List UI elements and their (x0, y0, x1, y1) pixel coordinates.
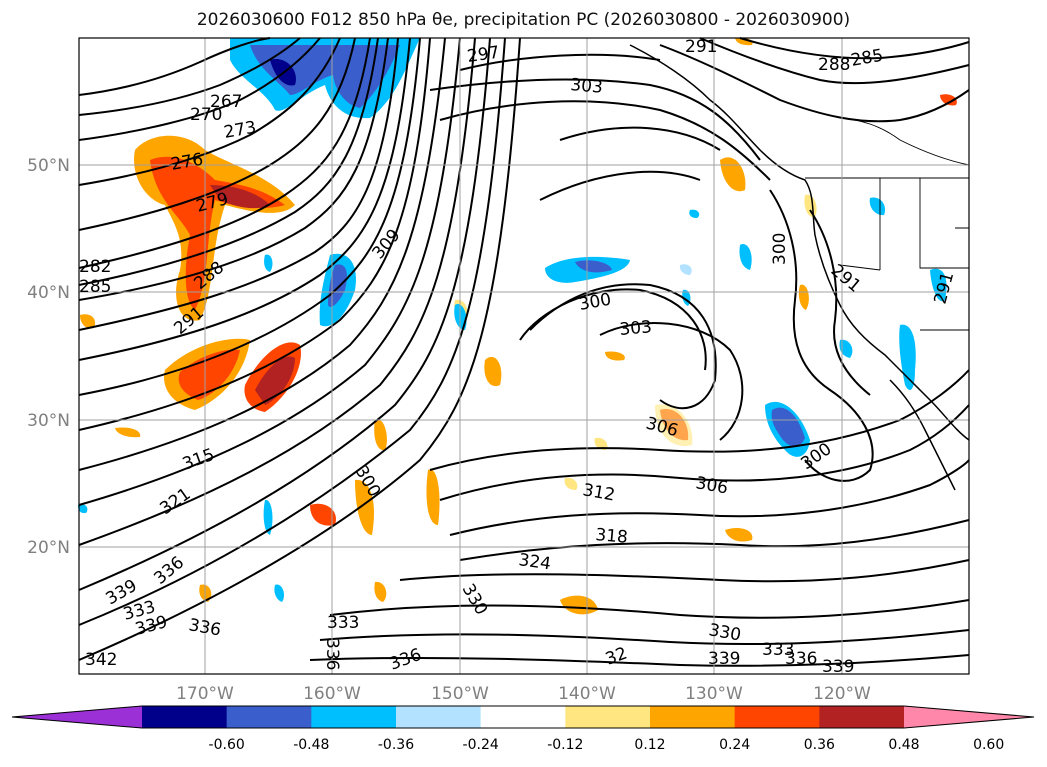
lon-label: 150°W (431, 684, 489, 704)
colorbar-extend-low (12, 706, 142, 728)
contour-label: 267 (210, 92, 242, 112)
contour-label: 291 (685, 37, 717, 57)
contour-label: 288 (818, 55, 850, 75)
contour-label: 297 (466, 43, 501, 67)
lat-label: 20°N (27, 538, 70, 558)
contour-label: 270 (190, 105, 222, 125)
colorbar-bin (734, 706, 820, 728)
lat-label: 30°N (27, 411, 70, 431)
graticule (79, 38, 969, 674)
colorbar-tick-labels: -0.60 -0.48 -0.36 -0.24 -0.12 0.12 0.24 … (209, 737, 1005, 753)
lon-label: 130°W (685, 684, 743, 704)
colorbar-tick-label: 0.60 (973, 737, 1004, 753)
colorbar-bin (142, 706, 228, 728)
colorbar-tick-label: 0.12 (634, 737, 665, 753)
map-frame (78, 37, 970, 675)
colorbar-outline (11, 705, 1035, 729)
precip-positive-shading (80, 37, 957, 615)
colorbar-tick-label: 0.36 (804, 737, 835, 753)
lat-label: 40°N (27, 283, 70, 303)
contour-label: 303 (570, 75, 604, 98)
lon-label: 160°W (303, 684, 361, 704)
colorbar-tick-label: 0.48 (888, 737, 919, 753)
colorbar-tick-label: -0.48 (293, 737, 329, 753)
map-title: 2026030600 F012 850 hPa θe, precipitatio… (196, 10, 851, 30)
lon-label: 170°W (176, 684, 234, 704)
colorbar-bin (650, 706, 736, 728)
contour-label: 300 (770, 233, 790, 265)
colorbar (11, 705, 1035, 729)
colorbar-tick-label: -0.24 (463, 737, 499, 753)
colorbar-bin (311, 706, 397, 728)
contour-label: 342 (85, 650, 117, 670)
colorbar-extend-high (904, 706, 1034, 728)
contour-label: 336 (322, 638, 342, 670)
latitude-labels: 50°N 40°N 30°N 20°N (27, 156, 70, 558)
contour-label: 333 (762, 640, 794, 660)
lon-label: 140°W (558, 684, 616, 704)
contour-label: 324 (517, 550, 552, 574)
colorbar-bin (480, 706, 566, 728)
colorbar-bin (226, 706, 312, 728)
contour-label: 339 (708, 649, 740, 669)
colorbar-tick-label: -0.36 (378, 737, 414, 753)
contour-label: 285 (79, 277, 111, 297)
colorbar-bin (819, 706, 905, 728)
lat-label: 50°N (27, 156, 70, 176)
contour-label: 303 (619, 317, 653, 340)
colorbar-tick-label: 0.24 (719, 737, 750, 753)
theta-e-contours (78, 37, 970, 667)
contour-label: 318 (595, 525, 629, 548)
colorbar-bin (396, 706, 482, 728)
longitude-labels: 170°W 160°W 150°W 140°W 130°W 120°W (176, 684, 871, 704)
lon-label: 120°W (813, 684, 871, 704)
contour-label: 336 (785, 649, 817, 669)
colorbar-tick-label: -0.60 (209, 737, 245, 753)
colorbar-bin (565, 706, 651, 728)
coastline (629, 44, 970, 491)
colorbar-tick-label: -0.12 (547, 737, 583, 753)
contour-label: 282 (79, 257, 111, 277)
contour-label: 333 (327, 613, 359, 633)
contour-label: 339 (822, 657, 854, 677)
